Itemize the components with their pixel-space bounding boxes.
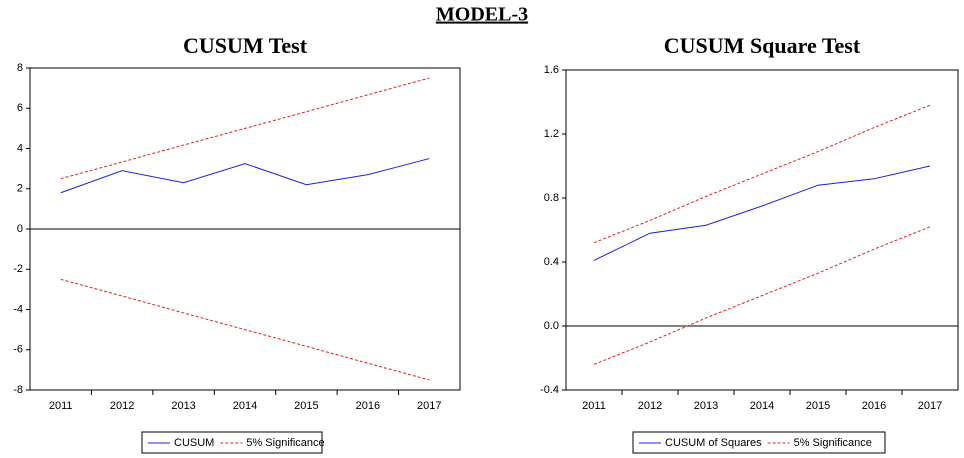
y-tick-label: -0.4 [540, 384, 559, 396]
y-tick-label: 0.8 [544, 192, 559, 204]
series-line [60, 77, 430, 180]
y-tick-label: 2 [17, 183, 23, 195]
y-tick-label: 0 [17, 223, 23, 235]
page-title: MODEL-3 [436, 4, 528, 26]
y-tick-label: -4 [13, 303, 23, 315]
series-line [593, 226, 931, 365]
series-line [60, 278, 430, 381]
legend-label: CUSUM [174, 437, 214, 449]
x-tick-label: 2012 [110, 400, 134, 412]
x-tick-label: 2015 [806, 400, 830, 412]
y-tick-label: 8 [17, 62, 23, 74]
x-tick-label: 2015 [294, 400, 318, 412]
x-tick-label: 2017 [417, 400, 441, 412]
x-tick-label: 2016 [356, 400, 380, 412]
legend-label: CUSUM of Squares [665, 437, 762, 449]
x-tick-label: 2011 [49, 400, 73, 412]
chart-title: CUSUM Square Test [664, 33, 861, 58]
x-tick-label: 2013 [171, 400, 195, 412]
series-line [593, 165, 931, 261]
plot-frame [565, 69, 959, 391]
y-tick-label: 0.4 [544, 256, 559, 268]
legend-box [632, 431, 886, 454]
x-tick-label: 2016 [862, 400, 886, 412]
y-tick-label: 0.0 [544, 320, 559, 332]
y-tick-label: 6 [17, 102, 23, 114]
x-tick-label: 2014 [233, 400, 257, 412]
x-tick-label: 2012 [638, 400, 662, 412]
y-tick-label: -8 [13, 384, 23, 396]
y-tick-label: -6 [13, 344, 23, 356]
y-tick-label: 4 [17, 142, 23, 154]
x-tick-label: 2013 [694, 400, 718, 412]
y-tick-label: -2 [13, 263, 23, 275]
legend-label: 5% Significance [246, 437, 324, 449]
legend-label: 5% Significance [794, 437, 872, 449]
y-tick-label: 1.2 [544, 128, 559, 140]
series-line [593, 104, 931, 244]
x-tick-label: 2017 [918, 400, 942, 412]
series-line [60, 158, 430, 194]
chart-title: CUSUM Test [183, 33, 308, 58]
x-tick-label: 2011 [582, 400, 606, 412]
y-tick-label: 1.6 [544, 64, 559, 76]
x-tick-label: 2014 [750, 400, 774, 412]
